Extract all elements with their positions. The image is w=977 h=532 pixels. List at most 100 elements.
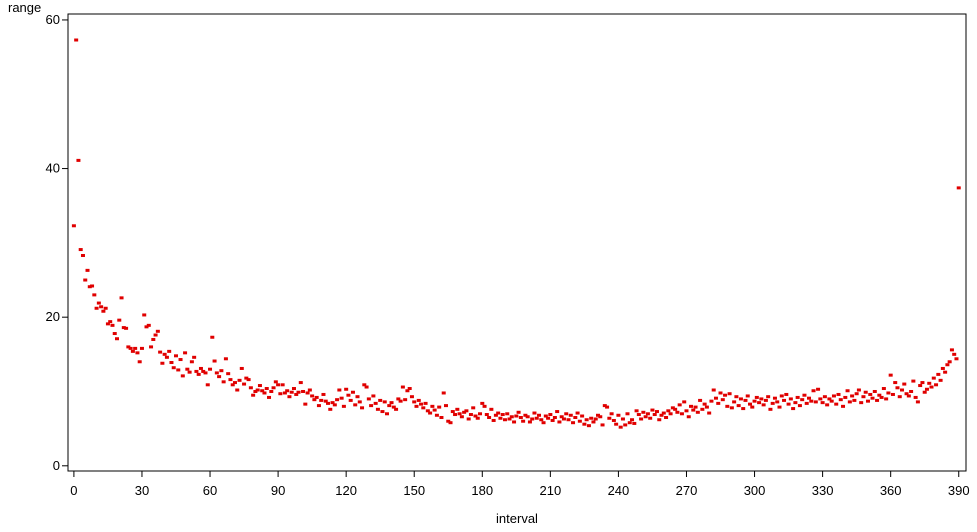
x-tick-label: 150	[403, 483, 425, 498]
point	[473, 414, 478, 418]
point	[437, 405, 442, 409]
point	[881, 387, 886, 391]
point	[575, 411, 580, 415]
point	[595, 413, 600, 417]
point	[276, 383, 281, 387]
point	[341, 404, 346, 408]
point	[373, 401, 378, 405]
point	[208, 367, 213, 371]
point	[214, 371, 219, 375]
point	[441, 391, 446, 395]
point	[616, 413, 621, 417]
point	[371, 394, 376, 398]
point	[630, 418, 635, 422]
point	[153, 333, 158, 337]
point	[816, 387, 821, 391]
point	[432, 408, 437, 412]
point	[164, 355, 169, 359]
point	[673, 407, 678, 411]
point	[117, 318, 122, 322]
point	[657, 418, 662, 422]
point	[298, 381, 303, 385]
point	[400, 385, 405, 389]
point	[827, 397, 832, 401]
point	[260, 389, 265, 393]
point	[924, 387, 929, 391]
point	[884, 397, 889, 401]
point	[700, 407, 705, 411]
x-tick-label: 210	[540, 483, 562, 498]
point	[398, 399, 403, 403]
point	[332, 403, 337, 407]
point	[369, 404, 374, 408]
point	[709, 399, 714, 403]
point	[854, 392, 859, 396]
point	[71, 224, 76, 228]
point	[552, 415, 557, 419]
point	[103, 306, 108, 310]
point	[178, 358, 183, 362]
point	[74, 38, 79, 42]
point	[255, 388, 260, 392]
point	[888, 373, 893, 377]
point	[530, 417, 535, 421]
point	[291, 387, 296, 391]
point	[192, 355, 197, 359]
point	[654, 410, 659, 414]
point	[130, 349, 135, 353]
point	[516, 410, 521, 414]
point	[822, 395, 827, 399]
point	[155, 329, 160, 333]
point	[90, 284, 95, 288]
point	[344, 387, 349, 391]
point	[922, 390, 927, 394]
point	[713, 396, 718, 400]
point	[280, 383, 285, 387]
point	[149, 345, 154, 349]
y-tick-label: 60	[46, 12, 60, 27]
point	[162, 352, 167, 356]
point	[375, 407, 380, 411]
point	[736, 404, 741, 408]
point	[271, 386, 276, 390]
point	[625, 412, 630, 416]
point	[682, 400, 687, 404]
point	[623, 423, 628, 427]
point	[868, 392, 873, 396]
point	[734, 395, 739, 399]
point	[450, 410, 455, 414]
point	[577, 419, 582, 423]
point	[326, 401, 331, 405]
point	[525, 415, 530, 419]
point	[180, 374, 185, 378]
point	[101, 309, 106, 313]
point	[677, 403, 682, 407]
point	[641, 410, 646, 414]
y-tick-label: 20	[46, 309, 60, 324]
point	[301, 389, 306, 393]
point	[223, 357, 228, 361]
point	[412, 400, 417, 404]
point	[938, 378, 943, 382]
point	[135, 351, 140, 355]
point	[242, 382, 247, 386]
point	[453, 413, 458, 417]
point	[475, 416, 480, 420]
point	[466, 417, 471, 421]
point	[659, 413, 664, 417]
point	[750, 405, 755, 409]
point	[357, 400, 362, 404]
point	[725, 404, 730, 408]
point	[548, 413, 553, 417]
point	[448, 421, 453, 425]
point	[409, 395, 414, 399]
point	[836, 392, 841, 396]
point	[323, 399, 328, 403]
point	[809, 399, 814, 403]
x-tick-label: 60	[203, 483, 217, 498]
point	[110, 323, 115, 327]
x-tick-label: 300	[744, 483, 766, 498]
point	[634, 409, 639, 413]
point	[593, 417, 598, 421]
point	[702, 402, 707, 406]
